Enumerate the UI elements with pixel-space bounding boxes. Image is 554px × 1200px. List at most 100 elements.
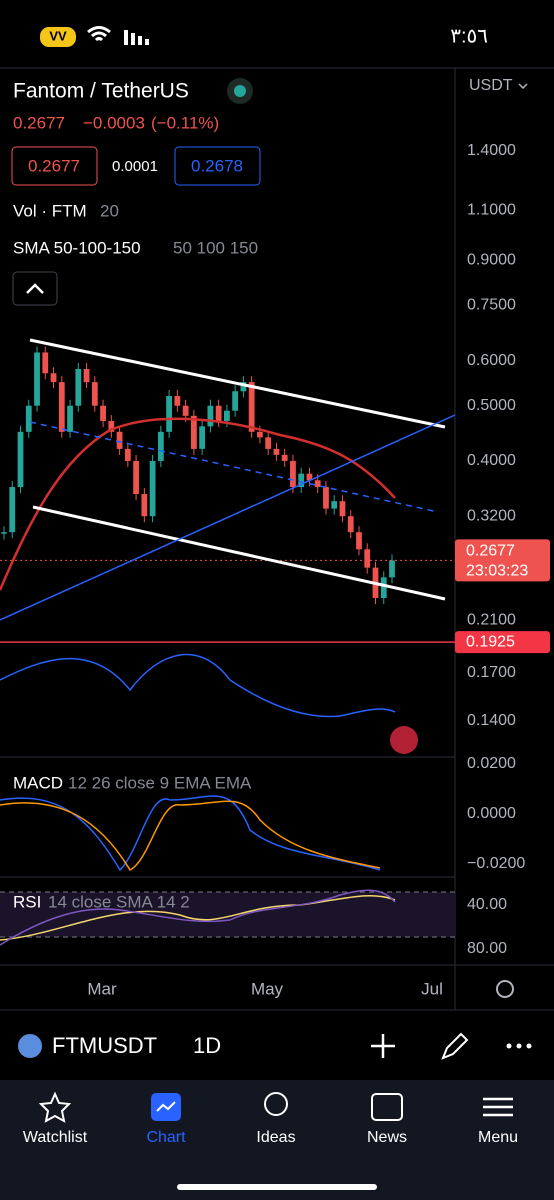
sell-button[interactable]	[11, 146, 98, 186]
volume-label: Vol · FTM	[13, 201, 87, 220]
candle	[232, 391, 239, 411]
flag-icon[interactable]	[390, 726, 418, 754]
coin-icon	[18, 1034, 42, 1058]
countdown: 23:03:23	[466, 563, 528, 580]
change: −0.0003	[83, 113, 145, 132]
signal-icon	[124, 30, 149, 45]
currency[interactable]: USDT	[469, 77, 513, 94]
price: 0.2677	[13, 113, 65, 132]
bid: 0.2677	[28, 156, 80, 175]
more-icon[interactable]	[506, 1043, 532, 1049]
toolbar-symbol[interactable]: FTMUSDT	[52, 1033, 157, 1058]
rsi-params: 14 close SMA 14 2	[48, 892, 190, 911]
candle	[339, 501, 346, 517]
candle	[100, 405, 106, 422]
candle	[190, 415, 197, 449]
candle	[240, 382, 247, 392]
candle	[199, 426, 206, 449]
status-dot	[234, 85, 246, 97]
trend-line[interactable]	[0, 414, 456, 621]
add-icon[interactable]	[371, 1034, 395, 1058]
candle	[50, 373, 57, 383]
y-tick-label: 0.1700	[467, 664, 516, 681]
candle	[224, 410, 230, 422]
candle	[257, 431, 263, 438]
tab-label[interactable]: Menu	[478, 1129, 518, 1146]
toolbar-interval[interactable]: 1D	[193, 1033, 221, 1058]
candle	[34, 352, 40, 406]
candle	[9, 487, 16, 533]
y-tick-label: 0.5000	[467, 397, 516, 414]
candle	[207, 405, 214, 427]
y-tick-label: 0.2100	[467, 612, 516, 629]
draw-icon[interactable]	[441, 1032, 469, 1060]
alert-label: 0.1925	[466, 633, 515, 650]
tab-label[interactable]: Ideas	[256, 1129, 295, 1146]
candle	[166, 396, 172, 432]
candle	[17, 431, 24, 488]
carrier-pill	[40, 27, 76, 47]
candle	[380, 577, 387, 598]
rsi-axis-label: 40.00	[467, 896, 507, 913]
volume-param: 20	[100, 201, 119, 220]
candle	[306, 473, 313, 481]
candle	[42, 352, 49, 374]
x-tick-label: Mar	[87, 979, 117, 998]
y-tick-label: 0.3200	[467, 507, 516, 524]
candle	[323, 487, 329, 509]
trend-line[interactable]	[32, 505, 446, 601]
sma-line	[0, 417, 396, 591]
candle	[298, 473, 305, 488]
chevron-up	[26, 283, 44, 294]
candle	[281, 454, 288, 461]
candle	[157, 431, 164, 461]
x-tick-label: Jul	[421, 979, 443, 998]
carrier: VV	[49, 28, 67, 43]
macd-params: 12 26 close 9 EMA EMA	[68, 773, 252, 792]
buy-button[interactable]	[174, 146, 261, 186]
wifi-icon	[87, 26, 111, 42]
tab-label[interactable]: Chart	[146, 1129, 186, 1146]
alert-box	[455, 631, 550, 654]
y-tick-label: 1.4000	[467, 142, 516, 159]
rsi-band	[0, 892, 455, 937]
candle	[290, 460, 296, 488]
candle	[273, 448, 280, 455]
ask: 0.2678	[191, 156, 243, 175]
tab-label[interactable]: News	[367, 1129, 407, 1146]
trend-line[interactable]	[29, 338, 446, 429]
tab-icon-glyph	[156, 1101, 176, 1112]
y-tick-label: 0.9000	[467, 251, 516, 268]
rsi-line	[0, 889, 396, 946]
candle	[364, 549, 371, 568]
tab-icon[interactable]	[483, 1097, 513, 1117]
change-pct: (−0.11%)	[151, 113, 219, 132]
tab-icon[interactable]	[264, 1092, 288, 1116]
settings-icon[interactable]	[496, 980, 514, 998]
y-tick-label: 0.7500	[467, 297, 516, 314]
tab-icon[interactable]	[38, 1091, 72, 1123]
rsi-axis-label: 80.00	[467, 940, 507, 957]
candle	[1, 532, 7, 534]
candle	[124, 448, 131, 461]
home-indicator	[177, 1184, 377, 1190]
tab-icon[interactable]	[371, 1093, 403, 1121]
macd-axis-label: 0.0000	[467, 805, 516, 822]
candle	[248, 382, 255, 432]
candle	[314, 480, 321, 488]
candle	[174, 396, 181, 406]
candle	[108, 421, 115, 432]
candle	[133, 460, 139, 495]
trend-line[interactable]	[29, 421, 439, 513]
y-tick-label: 1.1000	[467, 202, 516, 219]
currency-caret	[518, 83, 528, 90]
candle	[83, 368, 90, 383]
candle	[347, 516, 354, 533]
collapse-button[interactable]	[12, 271, 58, 306]
sma-label: SMA 50-100-150	[13, 238, 141, 257]
candle	[389, 560, 395, 578]
candle	[356, 532, 362, 550]
tab-label[interactable]: Watchlist	[23, 1129, 88, 1146]
candle	[182, 405, 189, 416]
